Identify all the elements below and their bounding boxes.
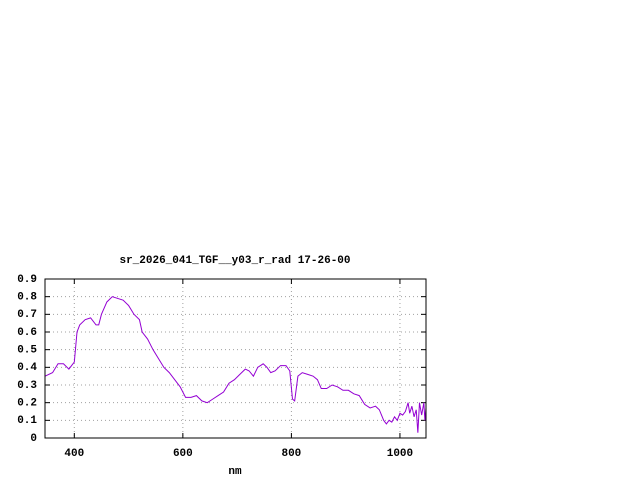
y-tick-label: 0.9 [17, 274, 37, 286]
y-tick-label: 0 [30, 433, 37, 445]
plot-frame [44, 278, 427, 439]
x-tick-label: 800 [281, 448, 301, 460]
x-axis-label: nm [228, 466, 242, 478]
y-tick-label: 0.6 [17, 327, 37, 339]
chart-title: sr_2026_041_TGF__y03_r_rad 17-26-00 [119, 255, 350, 267]
y-tick-label: 0.2 [17, 398, 37, 410]
x-tick-label: 600 [173, 448, 193, 460]
y-tick-label: 0.8 [17, 292, 37, 304]
x-tick-label: 400 [64, 448, 84, 460]
x-tick-label: 1000 [387, 448, 413, 460]
y-tick-label: 0.4 [17, 362, 37, 374]
y-tick-label: 0.1 [17, 415, 37, 427]
y-tick-label: 0.5 [17, 345, 37, 357]
y-tick-label: 0.7 [17, 309, 37, 321]
y-tick-label: 0.3 [17, 380, 37, 392]
data-line [44, 296, 427, 433]
